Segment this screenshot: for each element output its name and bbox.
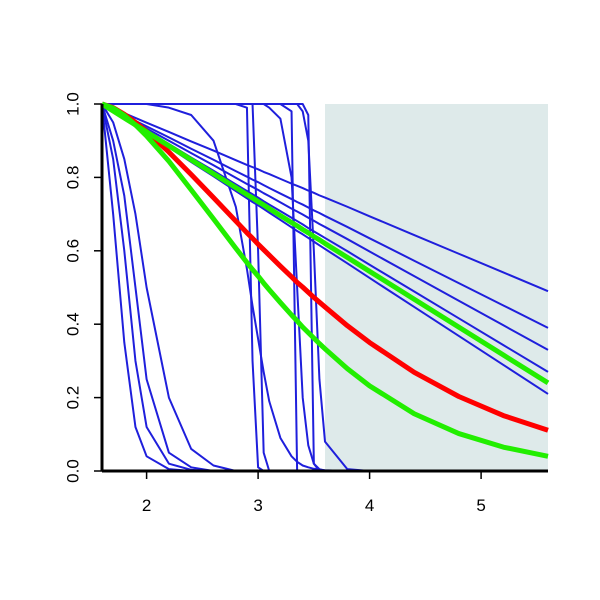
y-tick-label: 0.0	[63, 459, 82, 483]
series-line	[101, 103, 549, 329]
y-tick-label: 0.4	[63, 312, 82, 336]
x-tick-label: 3	[253, 496, 262, 515]
series-line	[101, 103, 549, 293]
y-tick-label: 0.6	[63, 239, 82, 263]
y-tick-label: 0.2	[63, 386, 82, 410]
series-line	[100, 101, 550, 386]
x-tick-label: 4	[365, 496, 374, 515]
y-tick-label: 1.0	[63, 92, 82, 116]
y-tick-label: 0.8	[63, 166, 82, 190]
series-line	[101, 101, 549, 459]
x-tick-label: 5	[476, 496, 485, 515]
series-line	[101, 103, 549, 351]
x-tick-label: 2	[142, 496, 151, 515]
